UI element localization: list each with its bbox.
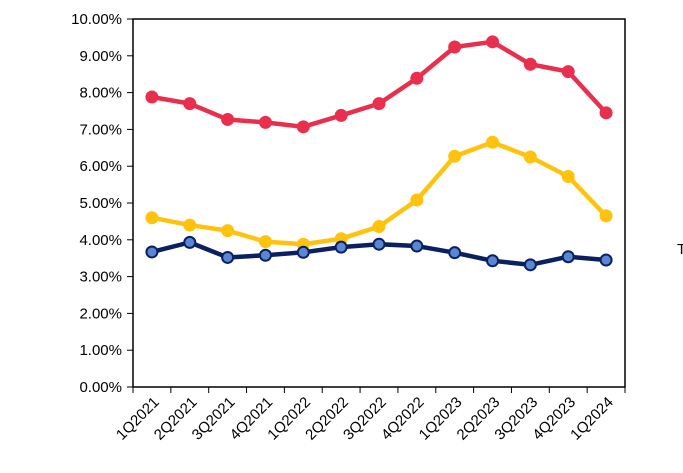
data-point: [183, 218, 197, 232]
series-line: [149, 39, 609, 130]
data-point: [561, 170, 575, 184]
y-tick-label: 4.00%: [79, 232, 122, 249]
data-point: [561, 250, 575, 264]
data-point: [486, 135, 500, 149]
cropped-edge-text: T: [677, 241, 683, 258]
data-point: [523, 150, 537, 164]
series-3: [145, 235, 613, 272]
data-point: [183, 235, 197, 249]
data-point: [334, 108, 348, 122]
y-tick-label: 3.00%: [79, 269, 122, 286]
data-point: [372, 220, 386, 234]
data-point: [523, 57, 537, 71]
data-point: [258, 235, 272, 249]
data-point: [372, 237, 386, 251]
data-point: [410, 239, 424, 253]
data-point: [258, 115, 272, 129]
y-tick-label: 1.00%: [79, 342, 122, 359]
y-tick-label: 5.00%: [79, 195, 122, 212]
x-tick-label: 1Q2024: [567, 394, 617, 444]
data-point: [221, 112, 235, 126]
x-axis: 1Q20212Q20213Q20214Q20211Q20222Q20223Q20…: [113, 387, 626, 444]
data-point: [599, 106, 613, 120]
data-point: [183, 97, 197, 111]
y-axis: 0.00% 1.00% 2.00% 3.00% 4.00% 5.00% 6.00% 7.00%…: [71, 11, 133, 396]
data-point: [145, 211, 159, 225]
data-point: [258, 248, 272, 262]
data-point: [448, 40, 462, 54]
data-point: [145, 90, 159, 104]
y-tick-label: 7.00%: [79, 121, 122, 138]
series-1: [145, 35, 613, 134]
data-point: [145, 245, 159, 259]
data-point: [410, 193, 424, 207]
data-point: [599, 209, 613, 223]
data-point: [372, 97, 386, 111]
data-point: [448, 149, 462, 163]
data-point: [221, 250, 235, 264]
data-point: [486, 254, 500, 268]
y-tick-label: 0.00%: [79, 379, 122, 396]
series-layer: [145, 35, 613, 272]
data-point: [599, 253, 613, 267]
data-point: [296, 120, 310, 134]
y-tick-label: 9.00%: [79, 48, 122, 65]
data-point: [410, 71, 424, 85]
y-tick-label: 2.00%: [79, 305, 122, 322]
plot-area-frame: [132, 18, 626, 388]
y-tick-label: 10.00%: [71, 11, 122, 28]
y-tick-label: 8.00%: [79, 85, 122, 102]
y-tick-label: 6.00%: [79, 158, 122, 175]
series-2: [145, 135, 613, 251]
data-point: [296, 245, 310, 259]
data-point: [486, 35, 500, 49]
data-point: [523, 258, 537, 272]
data-point: [448, 246, 462, 260]
data-point: [334, 240, 348, 254]
data-point: [221, 224, 235, 238]
data-point: [561, 65, 575, 79]
